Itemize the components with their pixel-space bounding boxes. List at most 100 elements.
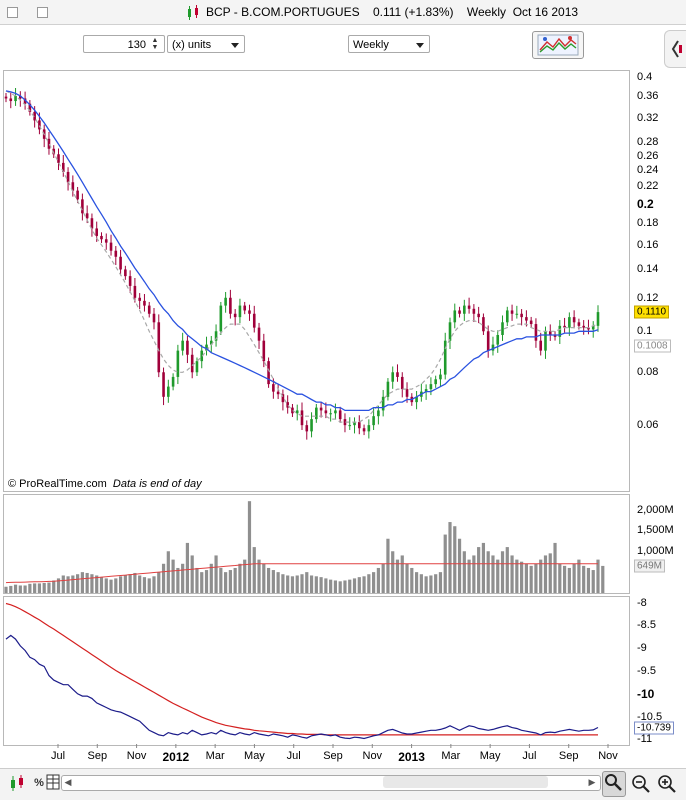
units-stepper[interactable]: ▲ ▼ [151,37,159,51]
volume-bar [147,578,151,593]
indicator-y-tick: -10.5 [637,710,663,723]
candle-body [162,372,165,397]
candle-body [109,242,113,251]
zoom-select-button[interactable] [602,771,626,797]
volume-bar [133,572,137,593]
chart-tool-button[interactable] [532,31,584,59]
volume-y-tick: 2,000M [637,503,674,516]
x-axis-tick: May [479,750,501,762]
candle-body [181,340,184,351]
candle-body [587,327,590,330]
price-y-tick: 0.22 [637,180,659,193]
candle-body [396,372,399,377]
candle-body [319,407,323,411]
scroll-right-button[interactable]: ▶ [588,777,596,787]
candle-body [243,305,247,311]
volume-bar [18,585,22,593]
price-y-tick: 0.12 [637,291,659,304]
volume-bar [247,501,252,593]
candle-body [525,317,528,321]
x-axis-tick: May [244,750,265,762]
volume-bar [434,574,438,593]
volume-bar [429,575,433,593]
volume-bar [457,538,462,593]
hundred-percent-button[interactable]: % [30,774,48,792]
candle-body [377,410,380,417]
volume-bar [343,580,347,593]
zoom-out-button[interactable] [631,774,650,793]
x-axis-tick: Nov [126,750,147,762]
candle-body [529,320,533,325]
candle-body [486,331,490,351]
candle-body [205,344,208,351]
volume-bar [314,576,318,593]
volume-bar [462,551,466,593]
candle-body [305,425,309,432]
x-axis-tick: 2013 [398,750,425,764]
candlestick-icon [188,5,198,20]
volume-bar [400,555,404,593]
candle-body [104,239,108,243]
candle-body [568,317,571,328]
volume-bar [309,575,314,593]
volume-bar [228,570,232,593]
candle-body [66,171,70,183]
table-view-button[interactable] [46,774,64,792]
candle-body [295,410,299,414]
candle-body [57,154,60,163]
window-minimize-button[interactable] [7,7,18,18]
volume-bar [562,565,567,593]
volume-bar [453,526,457,593]
units-input[interactable]: 130 [83,35,165,53]
volume-bar [376,567,380,593]
period-select[interactable]: Weekly [348,35,430,53]
candle-body [348,425,352,427]
scrollbar-thumb[interactable] [383,776,548,788]
scroll-left-button[interactable]: ◀ [64,777,72,787]
candle-body [381,396,385,411]
price-y-tick: 0.28 [637,136,659,149]
units-select[interactable]: (x) units [167,35,245,53]
source-credit: © ProRealTime.com [8,478,107,490]
volume-bar [219,567,223,593]
candlestick-type-button[interactable] [8,774,26,792]
volume-bar [238,563,242,593]
volume-bar [37,583,42,593]
price-ma-slow-line [5,90,599,412]
candle-body [138,297,141,301]
volume-bar [252,547,256,593]
volume-bar [477,547,481,593]
zoom-out-icon [632,775,650,793]
volume-bar [596,559,600,593]
volume-bar [338,581,342,593]
price-y-tick: 0.24 [637,164,659,177]
volume-bar [496,559,500,593]
volume-bar [71,575,75,593]
window-maximize-button[interactable] [37,7,48,18]
candle-body [81,199,84,214]
candle-body [439,374,442,380]
candle-body [52,148,56,155]
side-panel-toggle[interactable] [664,30,686,68]
candle-body [95,228,99,236]
volume-bar [47,582,51,593]
candle-body [429,384,433,390]
candle-body [233,313,237,318]
candle-body [190,354,194,373]
volume-bar [510,555,514,593]
candle-body [14,95,17,102]
volume-bar [281,574,285,593]
volume-bar [386,538,390,593]
candle-body [357,422,361,429]
candle-body [491,344,495,351]
candle-body [548,331,552,335]
volume-y-tick: 1,500M [637,524,674,537]
volume-bar [586,567,591,593]
volume-bar [118,576,123,593]
volume-bar [300,574,304,593]
volume-bar [128,574,132,593]
side-toggle-icon [671,40,682,58]
volume-bar [472,555,476,593]
volume-bar [324,578,328,593]
zoom-in-button[interactable] [657,774,676,793]
